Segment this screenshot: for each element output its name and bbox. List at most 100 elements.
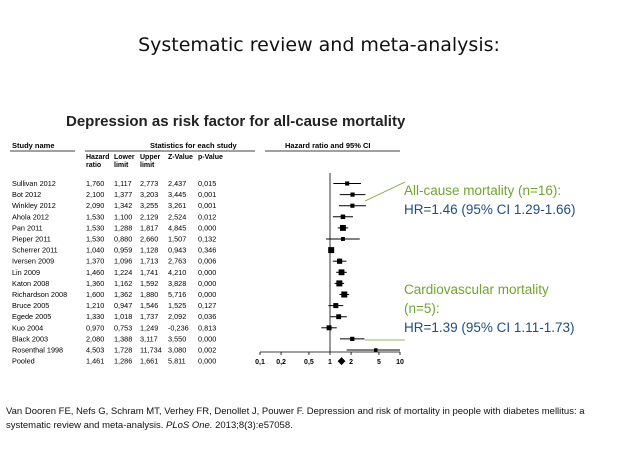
study-value: 1,018	[114, 312, 132, 321]
x-tick-label: 10	[396, 359, 404, 366]
cardio-value: HR=1.39 (95% CI 1.11-1.73)	[404, 320, 575, 335]
study-value: 1,128	[140, 246, 158, 255]
study-value: 1,600	[86, 290, 104, 299]
study-value: 1,530	[86, 212, 104, 221]
header-plot: Hazard ratio and 95% CI	[285, 141, 370, 150]
study-name: Kuo 2004	[12, 323, 43, 332]
x-tick-label: 1	[328, 359, 332, 366]
study-value: 1,741	[140, 268, 158, 277]
chart-title: Depression as risk factor for all-cause …	[66, 113, 405, 130]
study-value: 1,040	[86, 246, 104, 255]
study-value: 1,360	[86, 279, 104, 288]
column-header: Lower	[114, 154, 135, 161]
study-value: 0,000	[198, 223, 216, 232]
study-value: 1,388	[114, 334, 132, 343]
study-value: 1,330	[86, 312, 104, 321]
study-name: Richardson 2008	[12, 290, 67, 299]
study-value: 4,845	[168, 223, 186, 232]
column-header: Hazard	[86, 154, 109, 161]
study-value: 0,947	[114, 301, 132, 310]
study-name: Egede 2005	[12, 312, 51, 321]
study-name: Bot 2012	[12, 190, 41, 199]
study-value: 3,255	[140, 201, 158, 210]
study-value: 1,096	[114, 257, 132, 266]
study-value: 1,592	[140, 279, 158, 288]
study-value: 3,550	[168, 334, 186, 343]
study-marker	[373, 348, 378, 352]
study-value: 0,000	[198, 357, 216, 366]
study-name: Lin 2009	[12, 268, 40, 277]
study-value: 1,342	[114, 201, 132, 210]
study-value: 0,002	[198, 346, 216, 355]
study-value: 1,817	[140, 223, 158, 232]
study-value: 2,763	[168, 257, 186, 266]
study-value: 1,117	[114, 179, 132, 188]
study-value: 2,092	[168, 312, 186, 321]
study-value: 2,437	[168, 179, 186, 188]
study-value: 0,127	[198, 301, 216, 310]
cardio-label-2: (n=5):	[404, 301, 440, 316]
allcause-annotation: All-cause mortality (n=16): HR=1.46 (95%…	[404, 181, 575, 219]
study-name: Winkley 2012	[12, 201, 56, 210]
allcause-label: All-cause mortality (n=16):	[404, 183, 562, 198]
column-header: limit	[114, 162, 129, 169]
study-value: 0,036	[198, 312, 216, 321]
study-value: 1,100	[114, 212, 132, 221]
study-marker	[340, 214, 346, 220]
study-value: 5,811	[168, 357, 186, 366]
study-value: 1,525	[168, 301, 186, 310]
study-name: Iversen 2009	[12, 257, 54, 266]
study-marker	[338, 269, 345, 276]
study-name: Black 2003	[12, 334, 48, 343]
slide-title: Systematic review and meta-analysis:	[138, 34, 500, 56]
study-value: 4,210	[168, 268, 186, 277]
study-value: 4,503	[86, 346, 104, 355]
study-value: 0,813	[198, 323, 216, 332]
study-marker	[336, 280, 343, 287]
header-study: Study name	[12, 141, 55, 150]
study-value: 1,507	[168, 235, 186, 244]
study-marker	[345, 181, 350, 186]
study-marker	[341, 291, 348, 298]
study-value: 1,530	[86, 223, 104, 232]
study-value: 0,132	[198, 235, 216, 244]
study-value: 0,000	[198, 334, 216, 343]
column-header: ratio	[86, 162, 101, 169]
study-value: 1,370	[86, 257, 104, 266]
x-tick-label: 0,5	[304, 359, 314, 366]
study-name: Pan 2011	[12, 223, 43, 232]
citation-suffix: 2013;8(3):e57058.	[215, 420, 293, 431]
x-tick-label: 2	[349, 359, 353, 366]
study-value: 1,362	[114, 290, 132, 299]
column-header: Upper	[140, 154, 161, 161]
cardio-annotation: Cardiovascular mortality (n=5): HR=1.39 …	[404, 280, 574, 337]
citation: Van Dooren FE, Nefs G, Schram MT, Verhey…	[6, 405, 632, 433]
study-value: 3,080	[168, 346, 186, 355]
study-value: 2,524	[168, 212, 186, 221]
study-value: 1,162	[114, 279, 132, 288]
study-value: 3,117	[140, 334, 158, 343]
study-value: 2,080	[86, 334, 104, 343]
study-marker	[328, 247, 335, 254]
citation-journal: PLoS One.	[165, 420, 213, 431]
study-value: 1,249	[140, 323, 158, 332]
study-value: 5,716	[168, 290, 186, 299]
column-header: p-Value	[198, 154, 223, 161]
study-value: 2,773	[140, 179, 158, 188]
study-value: 1,661	[140, 357, 158, 366]
study-value: 1,530	[86, 235, 104, 244]
study-marker	[326, 325, 332, 331]
study-value: 1,377	[114, 190, 132, 199]
study-value: 0,880	[114, 235, 132, 244]
study-value: 0,001	[198, 190, 216, 199]
x-tick-label: 0,1	[255, 359, 265, 366]
annotation-pointer	[364, 181, 405, 202]
study-name: Sullivan 2012	[12, 179, 56, 188]
study-value: 0,943	[168, 246, 186, 255]
study-marker	[336, 314, 342, 320]
forest-plot-svg: Depression as risk factor for all-cause …	[10, 113, 405, 366]
study-value: 1,288	[114, 223, 132, 232]
study-value: 0,006	[198, 257, 216, 266]
study-marker	[350, 192, 355, 197]
study-name: Bruce 2005	[12, 301, 49, 310]
